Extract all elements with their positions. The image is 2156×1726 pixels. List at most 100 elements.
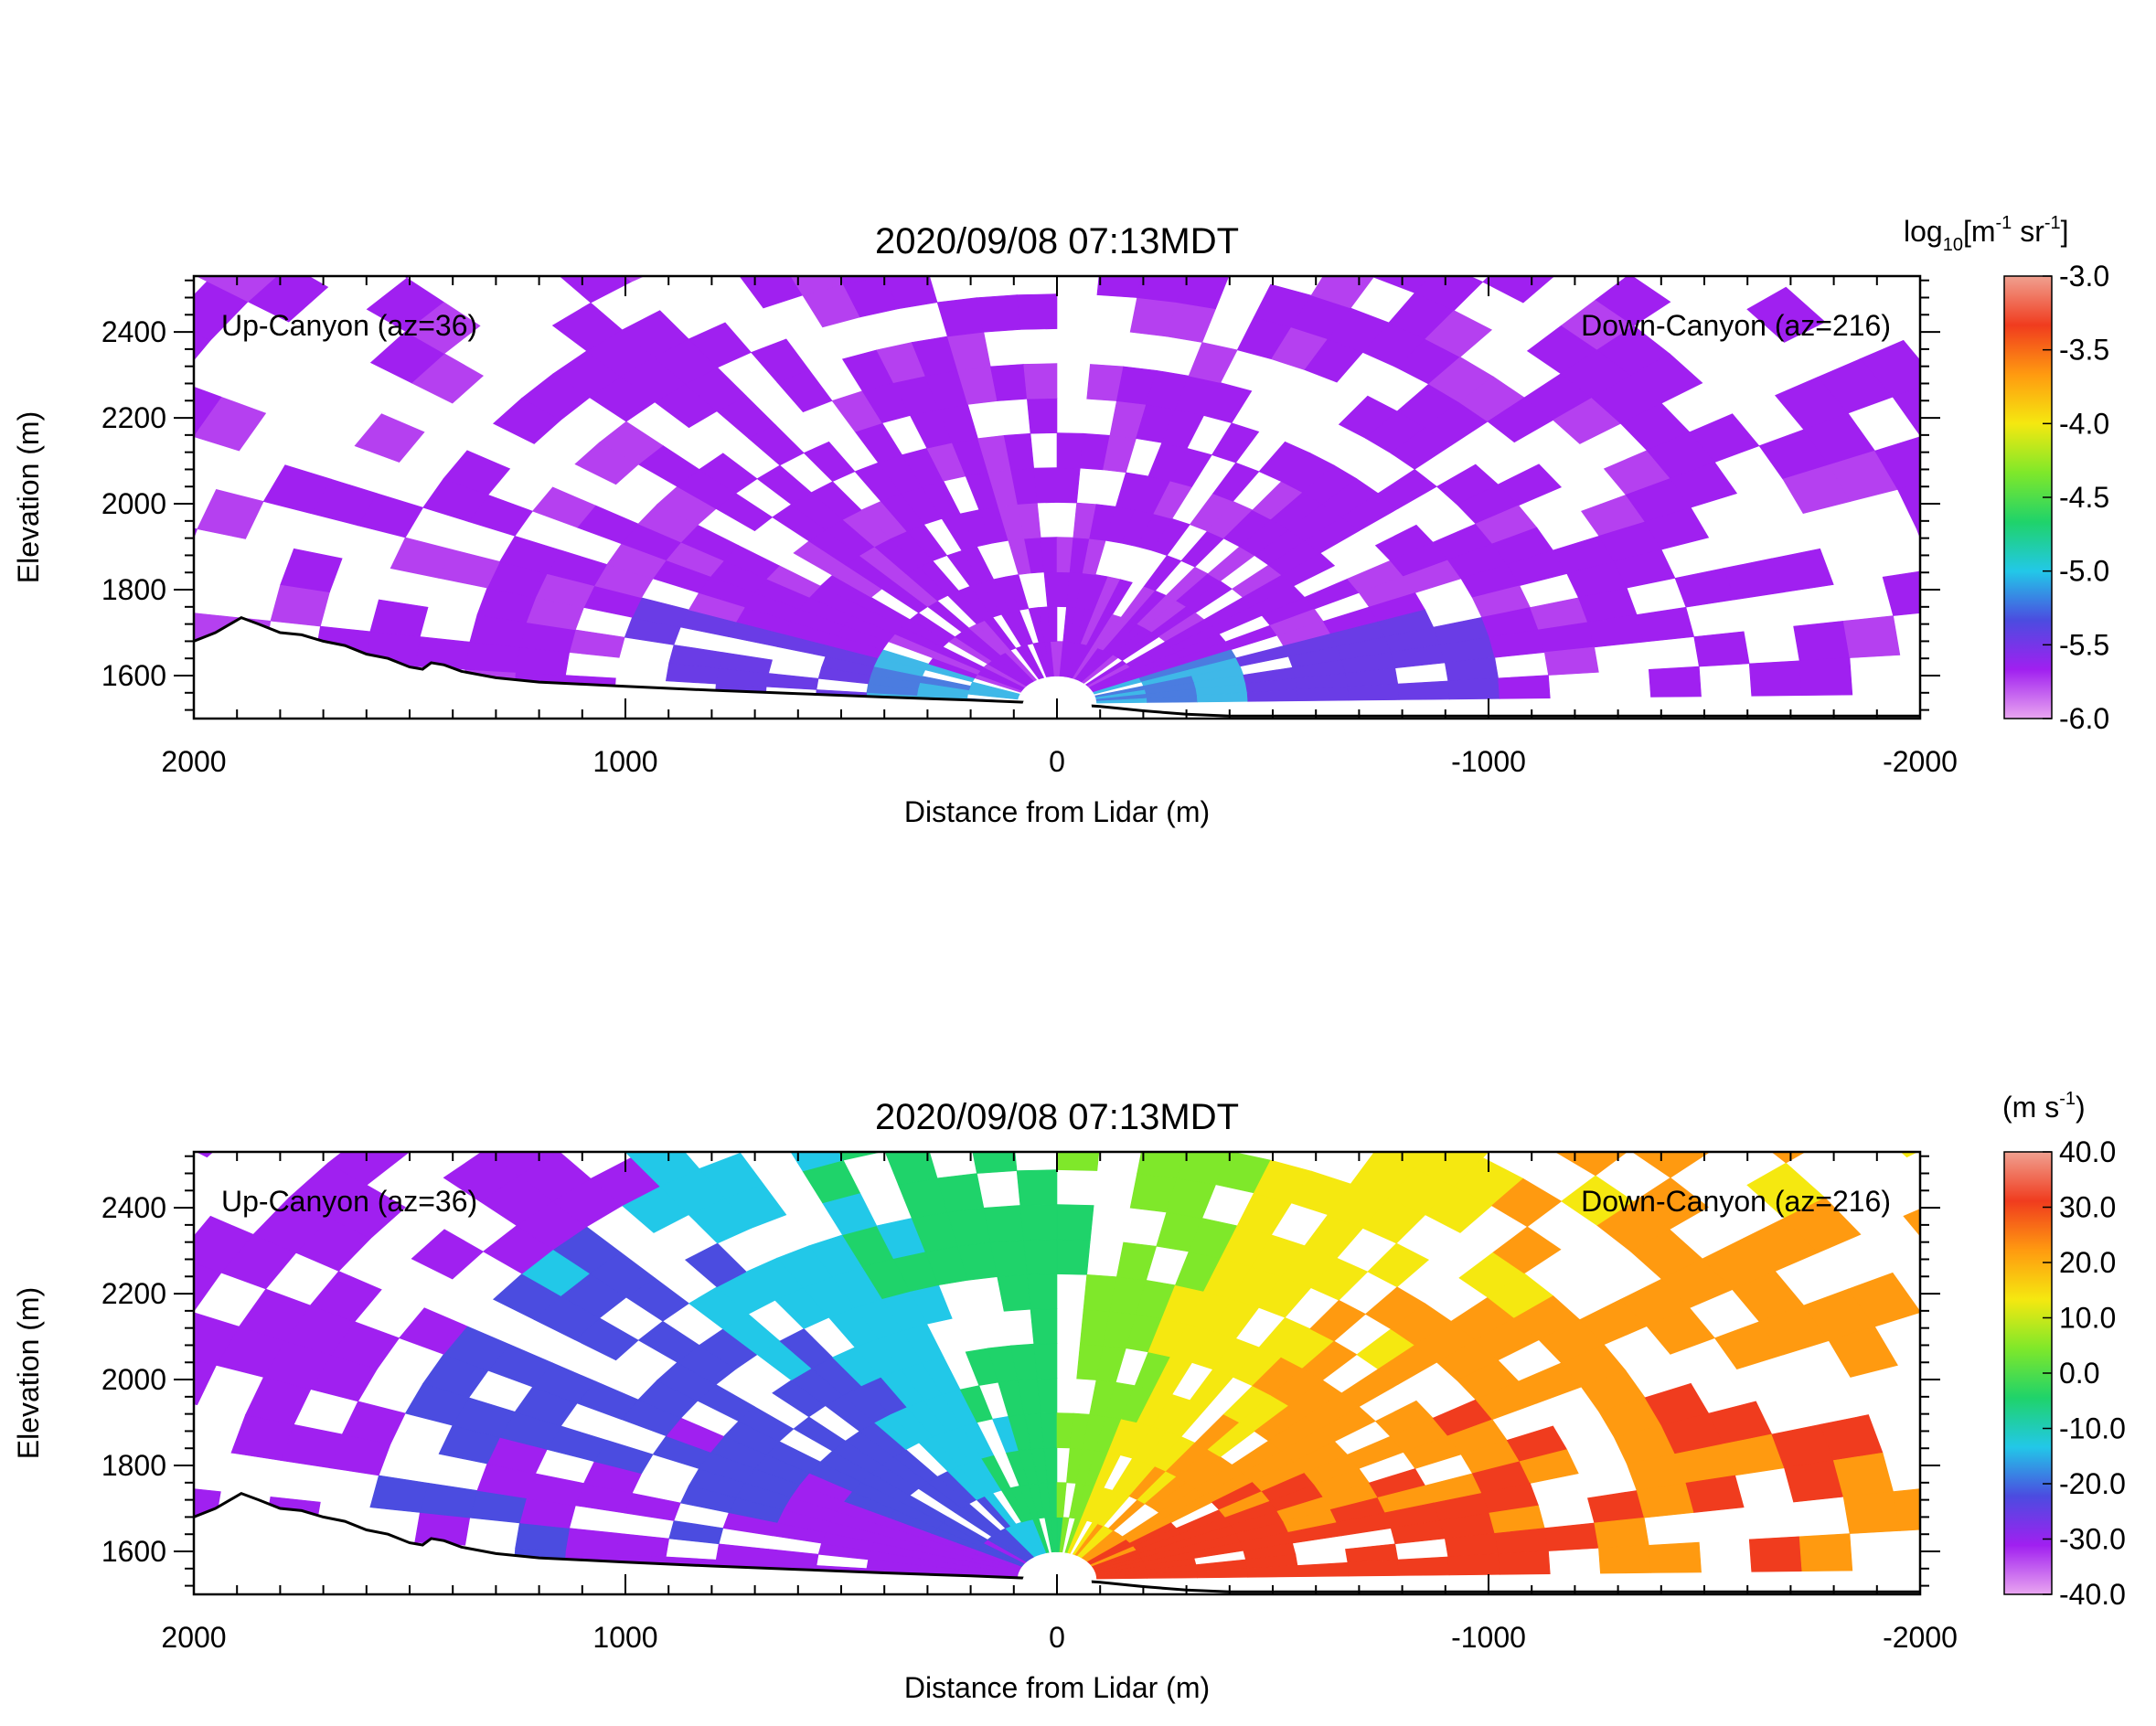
scan-cell xyxy=(1026,1273,1058,1310)
scan-cell xyxy=(1950,1525,2003,1570)
scan-cell xyxy=(765,1549,819,1566)
y-axis-label: Elevation (m) xyxy=(12,1287,45,1460)
scan-cell xyxy=(1869,69,1963,134)
scan-cell xyxy=(1903,1209,1920,1237)
colorbar-tick-label: 40.0 xyxy=(2059,1135,2116,1168)
y-tick-label: 2000 xyxy=(101,1363,166,1396)
scan-cell xyxy=(1594,1517,1649,1549)
scan-cell xyxy=(151,69,245,134)
scan-cell xyxy=(338,54,430,113)
x-tick-label: 1000 xyxy=(592,745,657,778)
colorbar-tick-label: -5.0 xyxy=(2059,555,2109,588)
scan-cell xyxy=(63,601,121,650)
scan-cell xyxy=(1703,1152,1711,1155)
scan-cell xyxy=(0,160,3,230)
scan-cell xyxy=(194,1215,254,1273)
scan-cell xyxy=(983,1205,1024,1243)
scan-cell xyxy=(1468,1152,1489,1158)
scan-cell xyxy=(1617,1071,1698,1125)
scan-cell xyxy=(723,154,794,200)
colorbar-tick-label: -40.0 xyxy=(2059,1578,2126,1611)
scan-cell xyxy=(1137,276,1185,304)
annotation-up-canyon: Up-Canyon (az=36) xyxy=(221,309,477,342)
scan-cell xyxy=(369,1475,429,1513)
scan-cell xyxy=(1103,579,1133,615)
scan-cell xyxy=(1000,996,1058,1032)
y-tick-label: 2200 xyxy=(101,401,166,434)
scan-cell xyxy=(777,872,856,917)
scan-cell xyxy=(1347,1559,1400,1577)
scan-cell xyxy=(877,967,944,1008)
scan-cell xyxy=(1107,156,1164,195)
scan-cell xyxy=(1828,1326,1898,1378)
scan-cell xyxy=(1248,906,1324,951)
scan-cell xyxy=(1016,1169,1058,1206)
scan-cell xyxy=(1498,675,1551,699)
scan-cell xyxy=(1243,1084,1304,1127)
scan-cell xyxy=(1056,467,1081,504)
scan-cell xyxy=(887,125,950,166)
scan-cell xyxy=(604,833,693,884)
colorbar-tick-label: 30.0 xyxy=(2059,1191,2116,1224)
colorbar-tick-label: -20.0 xyxy=(2059,1467,2126,1500)
scan-cell xyxy=(1164,125,1227,166)
scan-cell xyxy=(464,756,564,813)
scan-cell xyxy=(0,590,22,644)
scan-cell xyxy=(1287,1094,1351,1139)
scan-cell xyxy=(622,185,695,234)
scan-cell xyxy=(173,158,261,220)
scan-cell xyxy=(1656,958,1745,1016)
scan-cell xyxy=(1056,1239,1091,1275)
scan-cell xyxy=(1482,276,1555,304)
scan-cell xyxy=(790,1152,844,1172)
scan-cell xyxy=(1511,225,1586,276)
scan-cell xyxy=(1337,0,1421,22)
scan-cell xyxy=(895,755,979,795)
scan-cell xyxy=(487,114,570,168)
x-tick-label: 2000 xyxy=(161,745,226,778)
scan-cell xyxy=(615,1532,670,1558)
scan-cell xyxy=(1176,1152,1230,1186)
scan-cell xyxy=(262,464,332,515)
scan-cell xyxy=(0,1076,84,1143)
scan-cell xyxy=(1937,1241,2013,1299)
scan-cell xyxy=(39,1096,125,1161)
scan-cell xyxy=(644,898,727,947)
scan-cell xyxy=(1519,1020,1598,1072)
scan-cell xyxy=(856,22,929,64)
scan-cell xyxy=(1351,199,1420,246)
scan-cell xyxy=(1256,175,1321,218)
scan-cell xyxy=(569,629,625,658)
scan-cell xyxy=(9,1208,88,1270)
scan-cell xyxy=(916,858,990,898)
colorbar-tick-label: 10.0 xyxy=(2059,1302,2116,1335)
scan-cell xyxy=(1321,154,1392,200)
scan-cell xyxy=(1798,1533,1853,1572)
scan-cell xyxy=(1056,1482,1067,1518)
scan-cell xyxy=(683,964,760,1011)
scan-cell xyxy=(647,1092,718,1139)
colorbar-tick-label: 20.0 xyxy=(2059,1246,2116,1279)
scan-cell xyxy=(790,276,844,296)
scan-cell xyxy=(280,86,370,146)
scan-cell xyxy=(1648,666,1702,698)
scan-cell xyxy=(624,1492,681,1521)
scan-cell xyxy=(1397,1556,1450,1576)
scan-cell xyxy=(1023,1239,1058,1275)
scan-cell xyxy=(443,1152,519,1202)
scan-cell xyxy=(664,931,743,979)
scan-cell xyxy=(1411,980,1489,1029)
scan-cell xyxy=(750,338,810,383)
scan-cell xyxy=(1057,16,1125,53)
scan-cell xyxy=(1681,1016,1766,1073)
scan-cell xyxy=(743,75,818,121)
y-tick-label: 2000 xyxy=(101,487,166,520)
scan-cell xyxy=(327,1152,408,1186)
scan-cell xyxy=(177,5,275,69)
scan-cell xyxy=(1543,1522,1599,1551)
scan-cell xyxy=(419,1482,478,1518)
colorbar-unit-part: sr xyxy=(2012,215,2044,248)
colorbar-unit-part: ) xyxy=(2076,1091,2086,1124)
scan-cell xyxy=(194,527,198,539)
scan-cell xyxy=(1304,186,1371,232)
